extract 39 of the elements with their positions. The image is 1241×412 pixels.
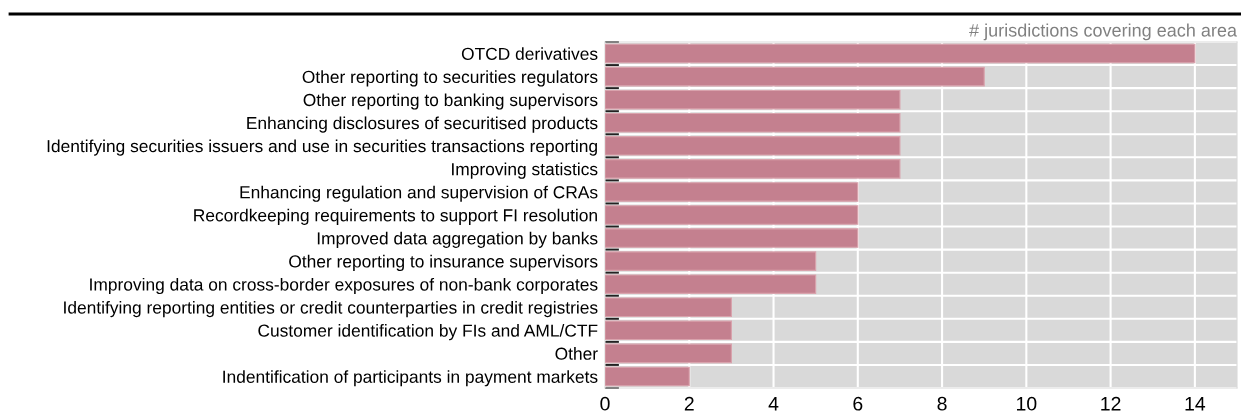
bar xyxy=(605,89,901,110)
bar xyxy=(605,320,732,341)
y-tick-label: Enhancing regulation and supervision of CRAs xyxy=(240,185,598,202)
y-tick-label: Customer identification by FIs and AML/CTF xyxy=(258,324,598,341)
x-tick-label: 10 xyxy=(1017,396,1037,411)
y-tick-label: Enhancing disclosures of securitised products xyxy=(247,116,598,133)
x-tick-label: 6 xyxy=(853,396,863,411)
y-tick-label: Improving statistics xyxy=(452,162,598,179)
bar xyxy=(605,136,901,156)
bar xyxy=(605,228,859,248)
y-tick-label: Other reporting to insurance supervisors xyxy=(289,254,598,272)
bar xyxy=(605,205,859,225)
bar xyxy=(605,159,901,179)
y-tick-label: Other xyxy=(555,347,598,360)
bar xyxy=(605,182,859,202)
bar xyxy=(605,366,690,387)
bar xyxy=(605,251,817,271)
x-tick-label: 14 xyxy=(1185,397,1206,411)
bar xyxy=(605,274,817,294)
bar xyxy=(605,112,901,133)
y-tick-label: Recordkeeping requirements to support FI resolution xyxy=(194,208,597,225)
y-tick-label: Other reporting to banking supervisors xyxy=(303,93,598,110)
x-tick-label: 12 xyxy=(1101,396,1121,411)
y-tick-label: Improving data on cross-border exposures of non-bank corporates xyxy=(90,277,598,295)
bar xyxy=(605,66,985,87)
bar xyxy=(605,297,732,318)
x-axis-title: # jurisdictions covering each area xyxy=(969,23,1238,41)
bar xyxy=(605,43,1196,64)
y-tick-label: Other reporting to securities regulators xyxy=(302,70,598,87)
x-tick-label: 0 xyxy=(600,396,610,411)
x-tick-label: 4 xyxy=(768,397,779,411)
y-tick-label: OTCD derivatives xyxy=(461,47,598,60)
y-tick-label: Identifying securities issuers and use in securities transactions reporting xyxy=(47,139,597,156)
y-tick-label: Improved data aggregation by banks xyxy=(317,231,598,248)
y-tick-label: Indentification of participants in payment markets xyxy=(223,370,598,387)
y-tick-label: Identifying reporting entities or credit counterparties in credit registries xyxy=(64,300,598,318)
x-tick-label: 8 xyxy=(937,396,947,411)
x-tick-label: 2 xyxy=(684,396,694,411)
bar xyxy=(605,343,732,364)
